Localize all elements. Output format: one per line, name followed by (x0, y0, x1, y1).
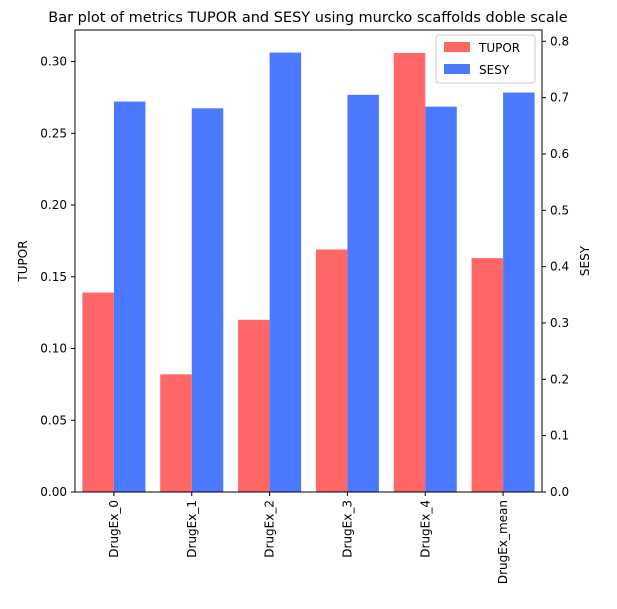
right-tick-label: 0.1 (550, 429, 569, 443)
x-tick-label: DrugEx_0 (107, 500, 121, 558)
legend: TUPOR SESY (435, 34, 536, 84)
right-tick-label: 0.2 (550, 372, 569, 386)
right-axis-ticks: 0.0 0.1 0.2 0.3 0.4 0.5 0.6 0.7 0.8 (542, 34, 569, 499)
plot-frame (74, 29, 543, 493)
x-axis-ticks: DrugEx_0 DrugEx_1 DrugEx_2 DrugEx_3 DrugEx_4… (107, 492, 510, 584)
bar-tupor-1 (160, 374, 192, 492)
left-axis-ticks: 0.00 0.05 0.10 0.15 0.20 0.25 0.30 (40, 55, 75, 499)
bar-sesy-1 (191, 108, 224, 492)
legend-label-sesy: SESY (479, 63, 510, 77)
left-tick-label: 0.10 (40, 342, 67, 356)
x-tick-label: DrugEx_3 (340, 500, 354, 558)
left-axis-label: TUPOR (16, 240, 30, 282)
bar-sesy-5 (503, 92, 535, 492)
right-tick-label: 0.5 (550, 203, 569, 217)
chart-title: Bar plot of metrics TUPOR and SESY using… (48, 10, 567, 26)
x-tick-label: DrugEx_mean (496, 500, 510, 584)
right-tick-label: 0.0 (550, 485, 569, 499)
bar-tupor-5 (471, 258, 504, 492)
bar-tupor-2 (238, 319, 270, 492)
right-tick-label: 0.4 (550, 260, 569, 274)
legend-label-tupor: TUPOR (478, 41, 520, 55)
left-tick-label: 0.30 (40, 55, 67, 69)
x-tick-label: DrugEx_2 (263, 500, 277, 558)
left-tick-label: 0.25 (40, 126, 67, 140)
legend-swatch-sesy (444, 64, 470, 74)
bar-tupor-4 (393, 52, 426, 493)
right-tick-label: 0.6 (550, 147, 569, 161)
bar-tupor-3 (315, 249, 348, 492)
left-tick-label: 0.00 (40, 485, 67, 499)
right-axis-label: SESY (578, 245, 592, 276)
bar-sesy-2 (269, 52, 302, 492)
bar-sesy-4 (425, 106, 457, 492)
left-tick-label: 0.15 (40, 270, 67, 284)
bar-tupor-0 (82, 292, 114, 492)
bars-group (82, 52, 535, 493)
left-tick-label: 0.05 (40, 413, 67, 427)
bar-sesy-0 (113, 101, 146, 493)
bar-sesy-3 (347, 94, 379, 492)
x-tick-label: DrugEx_1 (185, 500, 199, 558)
legend-swatch-tupor (444, 42, 470, 52)
x-tick-label: DrugEx_4 (418, 500, 432, 558)
left-tick-label: 0.20 (40, 198, 67, 212)
right-tick-label: 0.7 (550, 91, 569, 105)
right-tick-label: 0.3 (550, 316, 569, 330)
right-tick-label: 0.8 (550, 34, 569, 48)
